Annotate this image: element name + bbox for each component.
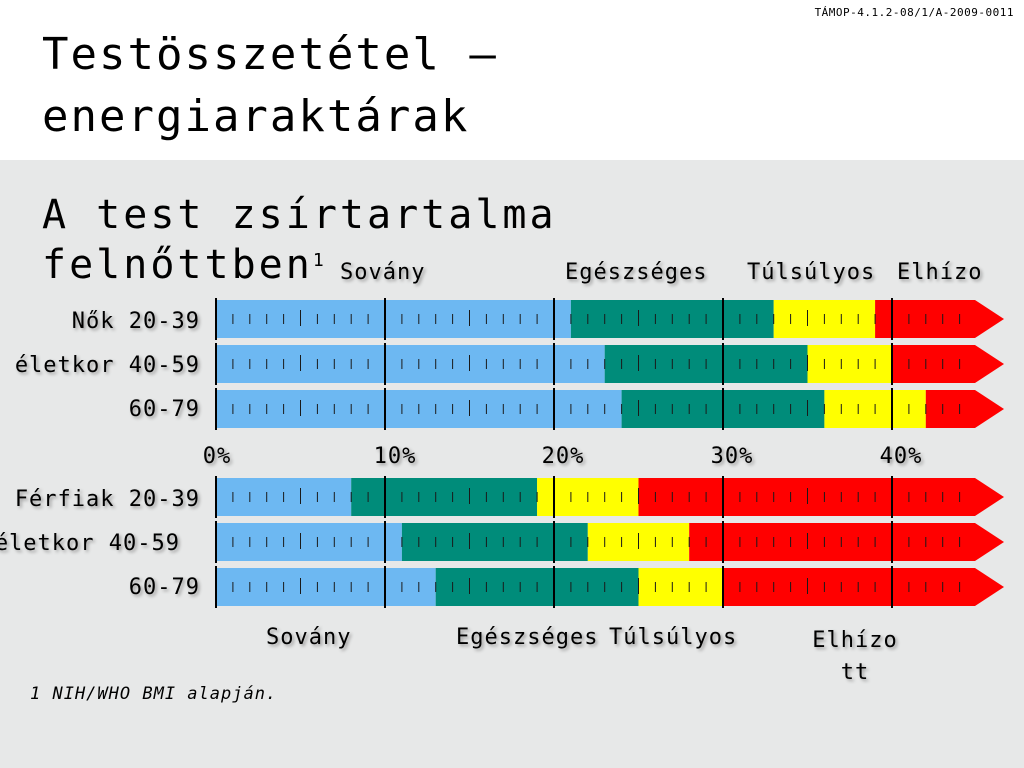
page-title: Testösszetétel – energiaraktárak xyxy=(42,29,498,142)
bar-segment-overweight xyxy=(807,345,892,383)
axis-tick-20: 20% xyxy=(541,444,585,469)
men-label-healthy: Egészséges xyxy=(456,625,599,650)
bar-segment-obese xyxy=(723,568,975,606)
bar-arrow-tip xyxy=(975,478,1004,516)
subtitle: A test zsírtartalma felnőttben1 xyxy=(42,190,682,290)
bar-segment-healthy xyxy=(401,523,588,561)
axis-tick-30: 30% xyxy=(710,444,754,469)
women-label-underweight: Sovány xyxy=(340,260,426,285)
content-band xyxy=(0,160,1024,768)
bar-segment-obese xyxy=(892,345,975,383)
men-row-label-40-59: életkor 40-59 xyxy=(0,531,180,556)
bar-segment-underweight xyxy=(216,568,436,606)
axis-tick-40: 40% xyxy=(879,444,923,469)
men-label-underweight: Sovány xyxy=(266,625,352,650)
bar-segment-underweight xyxy=(216,300,571,338)
men-row-label-20-39: Férfiak 20-39 xyxy=(14,487,200,512)
bar-segment-overweight xyxy=(638,568,723,606)
women-row-label-40-59: életkor 40-59 xyxy=(14,353,200,378)
project-code: TÁMOP-4.1.2-08/1/A-2009-0011 xyxy=(814,6,1014,19)
men-label-obese: Elhízo tt xyxy=(812,628,898,685)
footnote: 1 NIH/WHO BMI alapján. xyxy=(30,684,278,704)
bar-arrow-tip xyxy=(975,300,1004,338)
subtitle-text: A test zsírtartalma felnőttben xyxy=(42,192,557,288)
bar-segment-underweight xyxy=(216,345,605,383)
women-row-label-20-39: Nők 20-39 xyxy=(71,309,200,334)
bar-segment-healthy xyxy=(351,478,538,516)
axis-tick-10: 10% xyxy=(373,444,417,469)
women-row-label-60-79: 60-79 xyxy=(128,397,200,422)
bar-segment-obese xyxy=(925,390,975,428)
bar-arrow-tip xyxy=(975,523,1004,561)
axis-tick-0: 0% xyxy=(202,444,232,469)
men-row-label-60-79: 60-79 xyxy=(128,575,200,600)
bar-segment-obese xyxy=(689,523,975,561)
women-label-obese: Elhízo xyxy=(897,260,983,285)
bar-segment-underweight xyxy=(216,523,402,561)
footnote-mark: 1 xyxy=(312,250,327,271)
bar-segment-obese xyxy=(638,478,975,516)
header-band xyxy=(0,0,1024,160)
women-label-healthy: Egészséges xyxy=(565,260,708,285)
bar-arrow-tip xyxy=(975,345,1004,383)
men-label-overweight: Túlsúlyos xyxy=(609,625,738,650)
bar-arrow-tip xyxy=(975,568,1004,606)
bar-arrow-tip xyxy=(975,390,1004,428)
women-label-overweight: Túlsúlyos xyxy=(747,260,876,285)
